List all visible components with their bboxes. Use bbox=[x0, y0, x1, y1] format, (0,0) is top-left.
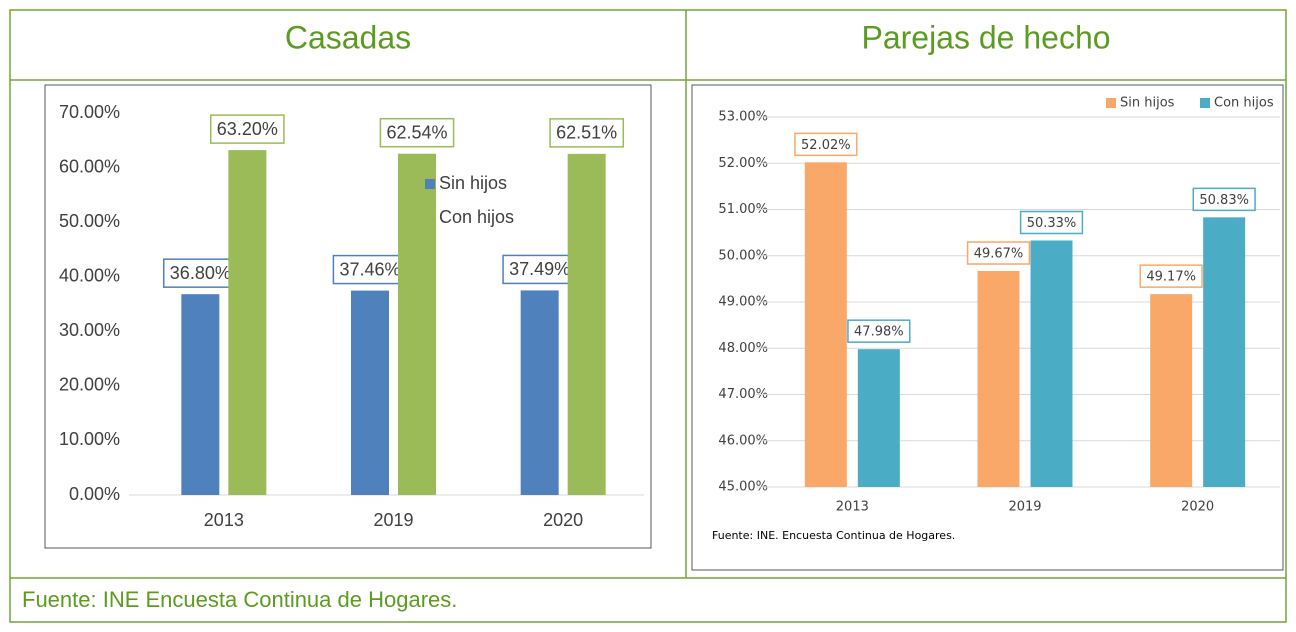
data-label-box bbox=[966, 241, 1031, 265]
y-tick-label: 51.00% bbox=[718, 202, 768, 217]
data-label-box bbox=[1139, 264, 1203, 288]
data-label: 37.49% bbox=[509, 259, 570, 279]
y-tick-label: 50.00% bbox=[59, 211, 120, 231]
y-tick-label: 50.00% bbox=[718, 248, 768, 263]
legend-label: Sin hijos bbox=[439, 173, 507, 193]
bar bbox=[1030, 240, 1073, 487]
y-tick-label: 10.00% bbox=[59, 429, 120, 449]
y-tick-label: 46.00% bbox=[718, 433, 768, 448]
y-tick-label: 49.00% bbox=[718, 295, 768, 310]
legend-marker bbox=[425, 179, 435, 189]
x-tick-label: 2020 bbox=[1181, 500, 1214, 515]
bar bbox=[977, 271, 1020, 487]
data-label: 50.33% bbox=[1027, 216, 1077, 231]
chart: 0.00% 10.00% 20.00% 30.00% 40.00% 50.00% 60.00… bbox=[59, 102, 644, 530]
bar bbox=[1203, 217, 1246, 488]
bar bbox=[567, 153, 606, 495]
bar bbox=[351, 290, 389, 495]
data-label: 63.20% bbox=[217, 119, 278, 139]
y-tick-label: 0.00% bbox=[69, 484, 120, 504]
x-tick-label: 2013 bbox=[204, 510, 244, 530]
y-tick-label: 30.00% bbox=[59, 320, 120, 340]
data-label-box bbox=[379, 117, 455, 148]
bar bbox=[181, 294, 220, 495]
data-label: 62.54% bbox=[386, 122, 447, 142]
data-label-box bbox=[794, 132, 858, 157]
x-tick-label: 2020 bbox=[543, 510, 583, 530]
note: Fuente: INE. Encuesta Continua de Hogare… bbox=[712, 529, 955, 542]
y-tick-label: 48.00% bbox=[718, 341, 768, 356]
bar bbox=[228, 150, 267, 495]
y-tick-label: 45.00% bbox=[718, 480, 768, 495]
y-tick-label: 47.00% bbox=[718, 387, 768, 402]
table-frame bbox=[9, 9, 1287, 623]
data-label-box bbox=[209, 114, 285, 144]
y-tick-label: 53.00% bbox=[718, 110, 768, 125]
y-tick-label: 20.00% bbox=[59, 375, 120, 395]
bar bbox=[398, 153, 436, 496]
data-label-box bbox=[332, 254, 408, 285]
data-label: 36.80% bbox=[170, 263, 231, 283]
data-label: 49.17% bbox=[1146, 270, 1196, 285]
chart-frame bbox=[691, 84, 1284, 571]
y-tick-label: 60.00% bbox=[59, 156, 120, 176]
data-label-box bbox=[1019, 210, 1084, 235]
data-label-box bbox=[502, 254, 578, 285]
x-tick-label: 2019 bbox=[373, 510, 413, 530]
legend-label: Con hijos bbox=[1214, 96, 1274, 111]
bar bbox=[804, 162, 847, 487]
chart-title: Casadas bbox=[285, 19, 411, 55]
legend-marker bbox=[1200, 98, 1210, 108]
legend-marker bbox=[1106, 98, 1116, 108]
data-label: 62.51% bbox=[556, 123, 617, 143]
data-label: 47.98% bbox=[854, 325, 904, 340]
data-label-box bbox=[549, 118, 625, 148]
bar bbox=[857, 349, 900, 487]
data-label-box bbox=[847, 319, 911, 343]
x-tick-label: 2013 bbox=[836, 500, 869, 515]
data-label-box bbox=[1192, 187, 1256, 212]
bar bbox=[520, 290, 559, 495]
legend-label: Sin hijos bbox=[1120, 96, 1175, 111]
y-tick-label: 40.00% bbox=[59, 265, 120, 285]
source: Fuente: INE Encuesta Continua de Hogares… bbox=[22, 587, 457, 612]
y-tick-label: 70.00% bbox=[59, 102, 120, 122]
chart: Fuente: INE. Encuesta Continua de Hogare… bbox=[712, 96, 1280, 542]
y-tick-label: 52.00% bbox=[718, 156, 768, 171]
chart-title: Parejas de hecho bbox=[861, 19, 1110, 55]
data-label: 50.83% bbox=[1199, 193, 1249, 208]
data-label: 37.46% bbox=[339, 259, 400, 279]
data-label: 52.02% bbox=[801, 138, 851, 153]
x-tick-label: 2019 bbox=[1008, 500, 1041, 515]
data-label: 49.67% bbox=[974, 247, 1024, 262]
bar bbox=[1150, 294, 1193, 487]
chart-frame bbox=[44, 84, 652, 549]
legend-label: Con hijos bbox=[439, 207, 514, 227]
